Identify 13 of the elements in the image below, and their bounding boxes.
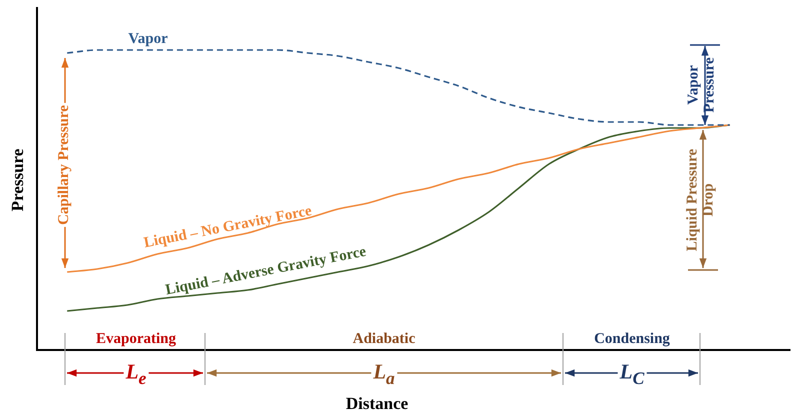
annotation: Capillary Pressure [56,103,73,227]
annotation: Condensing [594,331,670,348]
annotation: Adiabatic [352,331,416,348]
annotation: Liquid Pressure Drop [684,148,717,254]
y-axis-title: Pressure [8,148,28,212]
annotation: Vapor Pressure [685,56,718,115]
x-axis-title: Distance [346,394,408,414]
series-label: Vapor [128,31,168,48]
annotation: Evaporating [96,331,176,348]
text: L$_{a}$ [371,360,397,388]
text: L$_{e}$ [124,360,148,388]
text: Liquid – No Gravity Force [142,203,314,252]
text: L$_{C}$ [618,360,646,388]
